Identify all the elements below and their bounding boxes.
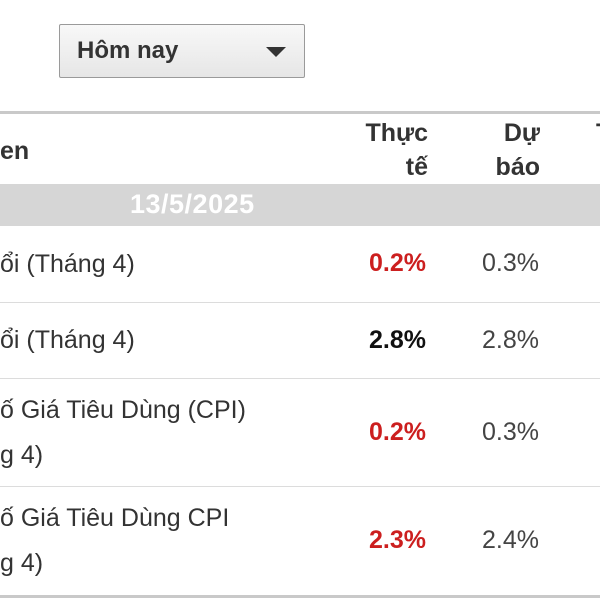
table-row[interactable]: ổi (Tháng 4) 2.8% 2.8% <box>0 303 600 379</box>
table-header: en Thực tế Dự báo T <box>0 114 600 184</box>
event-name[interactable]: ố Giá Tiêu Dùng (CPI) <box>0 396 246 424</box>
actual-value: 0.2% <box>369 249 426 277</box>
header-actual[interactable]: Thực tế <box>358 116 428 184</box>
header-actual-text: Thực tế <box>365 119 428 181</box>
caret-down-icon <box>266 47 286 57</box>
date-group-header: 13/5/2025 <box>0 184 600 226</box>
actual-value: 2.8% <box>369 326 426 354</box>
date-label: 13/5/2025 <box>130 189 255 219</box>
event-name[interactable]: g 4) <box>0 441 44 469</box>
table-row[interactable]: ố Giá Tiêu Dùng (CPI) g 4) 0.2% 0.3% <box>0 379 600 487</box>
date-filter-dropdown[interactable]: Hôm nay <box>59 24 305 78</box>
event-name[interactable]: ố Giá Tiêu Dùng CPI <box>0 504 230 532</box>
forecast-value: 2.4% <box>482 526 539 554</box>
event-rows: ổi (Tháng 4) 0.2% 0.3% ổi (Tháng 4) 2.8% 2.8%… <box>0 226 600 598</box>
table-row[interactable]: ổi (Tháng 4) 0.2% 0.3% <box>0 226 600 303</box>
forecast-value: 0.3% <box>482 418 539 446</box>
date-filter-label: Hôm nay <box>77 37 179 64</box>
header-previous[interactable]: T <box>596 116 600 150</box>
header-forecast-text: Dự báo <box>495 119 540 181</box>
table-row[interactable]: ố Giá Tiêu Dùng CPI g 4) 2.3% 2.4% <box>0 487 600 598</box>
event-name[interactable]: ổi (Tháng 4) <box>0 250 135 278</box>
actual-value: 2.3% <box>369 526 426 554</box>
event-name[interactable]: g 4) <box>0 549 44 577</box>
calendar-table: en Thực tế Dự báo T 13/5/2025 ổi (Tháng … <box>0 111 600 598</box>
event-name[interactable]: ổi (Tháng 4) <box>0 326 135 354</box>
header-event[interactable]: en <box>0 137 30 165</box>
forecast-value: 0.3% <box>482 249 539 277</box>
actual-value: 0.2% <box>369 418 426 446</box>
header-forecast[interactable]: Dự báo <box>484 116 540 184</box>
forecast-value: 2.8% <box>482 326 539 354</box>
